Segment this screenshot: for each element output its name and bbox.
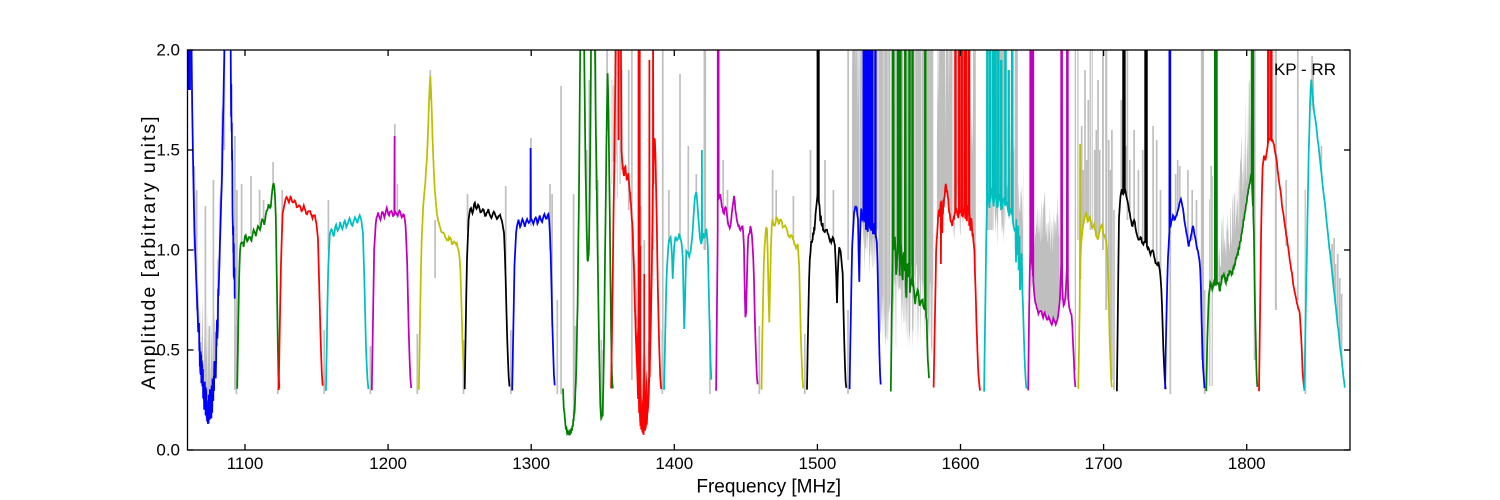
svg-text:1200: 1200 — [369, 454, 407, 473]
svg-text:1300: 1300 — [512, 454, 550, 473]
svg-text:1400: 1400 — [655, 454, 693, 473]
svg-text:Frequency [MHz]: Frequency [MHz] — [696, 477, 841, 498]
svg-text:1100: 1100 — [227, 454, 264, 473]
svg-text:1800: 1800 — [1228, 454, 1266, 473]
svg-text:1700: 1700 — [1085, 454, 1123, 473]
svg-text:Amplitude [arbitrary units]: Amplitude [arbitrary units] — [138, 114, 160, 389]
svg-text:2.0: 2.0 — [156, 41, 180, 60]
svg-text:1500: 1500 — [798, 454, 836, 473]
svg-text:0.0: 0.0 — [156, 441, 180, 460]
svg-text:1600: 1600 — [942, 454, 980, 473]
svg-text:KP - RR: KP - RR — [1274, 60, 1336, 79]
svg-text:1.5: 1.5 — [156, 141, 180, 160]
svg-text:1.0: 1.0 — [156, 241, 180, 260]
svg-text:0.5: 0.5 — [156, 341, 180, 360]
